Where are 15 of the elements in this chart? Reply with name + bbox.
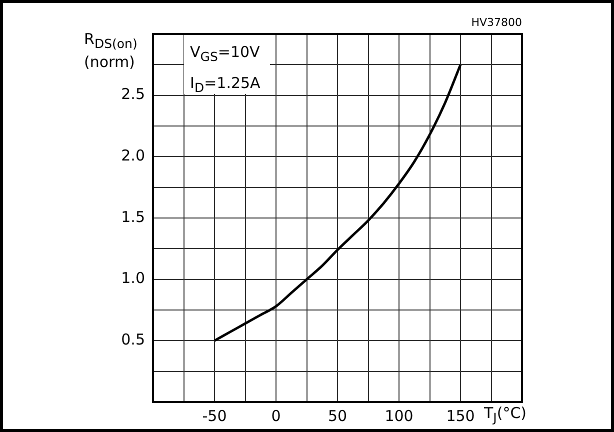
- y-tick-label: 2.5: [121, 85, 145, 104]
- y-tick-label: 0.5: [121, 330, 145, 349]
- x-tick-label: 50: [328, 406, 348, 425]
- y-tick-label: 2.0: [121, 146, 145, 165]
- x-axis-title: T$_{J}$(°C): [484, 404, 527, 425]
- x-tick-label: 150: [446, 406, 475, 425]
- x-tick-label: 100: [384, 406, 414, 425]
- y-tick-label: 1.5: [121, 208, 145, 226]
- annotation: V$_{GS}$=10V: [190, 42, 261, 66]
- annotation: I$_{D}$=1.25A: [190, 73, 262, 97]
- x-tick-label: -50: [202, 406, 227, 425]
- text: HV37800: [471, 16, 522, 29]
- y-tick-label: 1.0: [121, 269, 145, 288]
- x-tick-label: 0: [271, 406, 281, 425]
- y-axis-title: R$_{DS(on)}$ (norm): [84, 30, 138, 71]
